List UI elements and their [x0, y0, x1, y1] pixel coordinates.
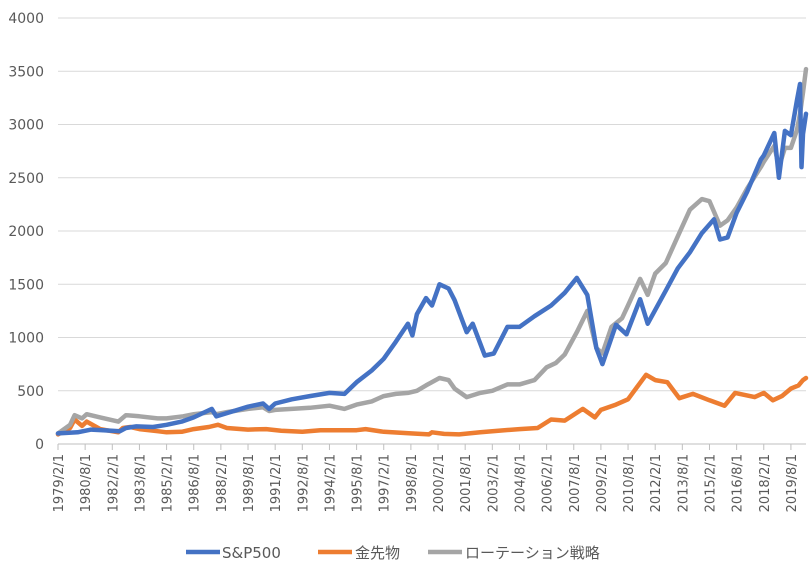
x-tick-label: 1995/8/1: [351, 454, 366, 512]
x-tick-label: 2007/8/1: [568, 454, 583, 512]
x-tick-label: 2019/8/1: [785, 454, 800, 512]
x-tick-label: 1986/8/1: [188, 454, 203, 512]
x-tick-label: 1989/8/1: [242, 454, 257, 512]
x-tick-label: 2000/2/1: [432, 454, 447, 512]
x-tick-label: 1988/2/1: [215, 454, 230, 512]
x-axis: 1979/2/1 1980/8/1 1982/2/1 1983/8/1 1985/2/1…: [52, 443, 806, 512]
y-tick-label: 1000: [8, 331, 44, 347]
x-tick-label: 1980/8/1: [79, 454, 94, 512]
x-tick-label: 1992/8/1: [296, 454, 311, 512]
legend-label: ローテーション戦略: [465, 544, 600, 562]
y-tick-label: 2000: [8, 224, 44, 240]
y-tick-label: 500: [17, 384, 44, 400]
x-tick-label: 2010/8/1: [622, 454, 637, 512]
y-axis: 0 500 1000 1500 2000 2500 3000 3500 4000: [8, 11, 44, 453]
x-tick-label: 1998/8/1: [405, 454, 420, 512]
x-tick-label: 2015/2/1: [703, 454, 718, 512]
x-tick-label: 1994/2/1: [323, 454, 338, 512]
x-tick-label: 2004/8/1: [513, 454, 528, 512]
y-tick-label: 3000: [8, 118, 44, 134]
x-tick-label: 1991/2/1: [269, 454, 284, 512]
legend-label: S&P500: [222, 544, 281, 562]
legend-label: 金先物: [355, 544, 400, 562]
y-tick-label: 2500: [8, 171, 44, 187]
y-tick-label: 0: [35, 437, 44, 453]
x-tick-label: 2012/2/1: [649, 454, 664, 512]
x-tick-label: 2001/8/1: [459, 454, 474, 512]
x-tick-label: 1997/2/1: [378, 454, 393, 512]
y-tick-label: 3500: [8, 64, 44, 80]
x-tick-label: 2013/8/1: [676, 454, 691, 512]
series-lines: [55, 66, 809, 437]
series-line-1: [55, 372, 809, 437]
y-tick-label: 1500: [8, 277, 44, 293]
x-tick-label: 2003/2/1: [486, 454, 501, 512]
x-tick-label: 2018/2/1: [758, 454, 773, 512]
x-tick-label: 1985/2/1: [161, 454, 176, 512]
x-tick-label: 2006/2/1: [541, 454, 556, 512]
gridlines: [58, 17, 806, 445]
x-tick-label: 1983/8/1: [133, 454, 148, 512]
x-tick-label: 2016/8/1: [731, 454, 746, 512]
series-line-0: [55, 81, 809, 436]
x-tick-label: 1982/2/1: [106, 454, 121, 512]
x-tick-label: 1979/2/1: [52, 454, 67, 512]
series-line-2: [55, 66, 809, 436]
x-tick-label: 2009/2/1: [595, 454, 610, 512]
y-tick-label: 4000: [8, 11, 44, 27]
legend: S&P500 金先物 ローテーション戦略: [186, 544, 600, 562]
